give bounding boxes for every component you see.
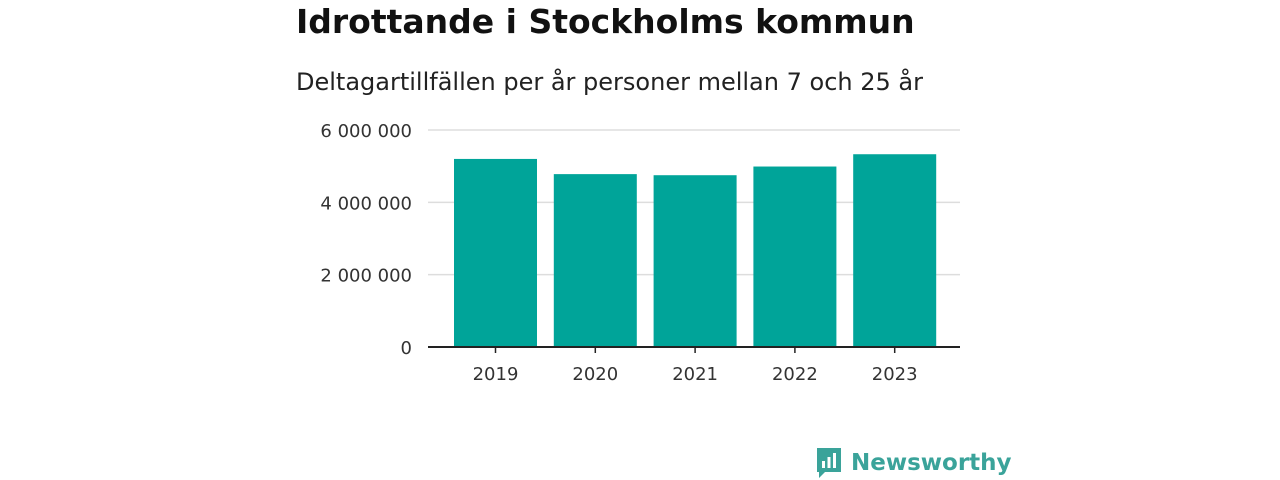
y-tick-label: 4 000 000 <box>320 193 412 214</box>
x-tick-label: 2021 <box>672 364 718 385</box>
bar <box>853 154 937 347</box>
bar <box>454 158 537 347</box>
y-tick-label: 2 000 000 <box>320 266 412 287</box>
bar-chart: 0 2 000 000 4 000 000 6 000 000 2019 2020 2021… <box>320 121 960 385</box>
brand-name: Newsworthy <box>851 450 1012 476</box>
chart-title: Idrottande i Stockholms kommun <box>296 2 915 41</box>
x-tick-label: 2023 <box>872 364 918 385</box>
newsworthy-logo-icon <box>817 448 841 478</box>
x-tick-label: 2019 <box>473 364 519 385</box>
bar <box>653 175 737 347</box>
y-tick-label: 0 <box>401 338 412 359</box>
chart-subtitle: Deltagartillfällen per år personer mella… <box>296 68 923 96</box>
x-tick-label: 2022 <box>772 364 818 385</box>
brand-logo: Newsworthy <box>815 446 1012 480</box>
bar <box>553 174 637 347</box>
bar <box>753 166 837 347</box>
x-tick-label: 2020 <box>572 364 618 385</box>
y-tick-label: 6 000 000 <box>320 121 412 142</box>
